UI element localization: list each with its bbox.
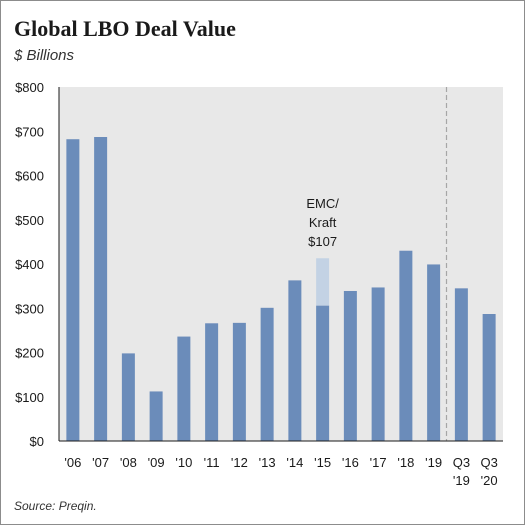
x-tick-label: Q3 [453, 455, 470, 470]
x-tick-label: '07 [92, 455, 109, 470]
bar [288, 280, 302, 441]
annotation-label: $107 [308, 234, 337, 249]
bar [316, 305, 330, 441]
bar-segment-emc-kraft [316, 258, 330, 306]
bar [94, 137, 108, 441]
bar [454, 288, 468, 441]
x-tick-label: '09 [148, 455, 165, 470]
x-tick-label: '18 [397, 455, 414, 470]
bar [343, 290, 357, 441]
annotation-label: Kraft [309, 215, 337, 230]
x-tick-label: '17 [370, 455, 387, 470]
bar [371, 287, 385, 441]
x-tick-label: '13 [259, 455, 276, 470]
y-tick-label: $200 [15, 346, 44, 361]
bar [232, 322, 246, 441]
x-tick-label: '06 [64, 455, 81, 470]
x-tick-label: '19 [453, 473, 470, 488]
bar [149, 391, 163, 441]
x-tick-label: '14 [286, 455, 303, 470]
x-tick-label: Q3 [480, 455, 497, 470]
bar [399, 250, 413, 441]
x-tick-label: '11 [204, 455, 220, 470]
x-tick-label: '12 [231, 455, 248, 470]
x-tick-label: '10 [175, 455, 192, 470]
y-tick-label: $400 [15, 257, 44, 272]
bar [205, 323, 219, 441]
x-tick-label: '19 [425, 455, 442, 470]
bar [177, 336, 191, 441]
y-tick-label: $300 [15, 301, 44, 316]
bar [482, 314, 496, 441]
bar [66, 139, 80, 441]
chart-subtitle: $ Billions [14, 47, 75, 64]
x-tick-label: '20 [481, 473, 498, 488]
bar [427, 264, 441, 441]
x-tick-label: '15 [314, 455, 331, 470]
y-tick-label: $0 [30, 434, 44, 449]
x-tick-label: '08 [120, 455, 137, 470]
y-tick-label: $100 [15, 390, 44, 405]
chart-title: Global LBO Deal Value [14, 16, 236, 41]
annotation-label: EMC/ [306, 196, 339, 211]
y-tick-label: $700 [15, 124, 44, 139]
source-note: Source: Preqin. [14, 499, 97, 513]
y-tick-label: $600 [15, 169, 44, 184]
bar [121, 353, 135, 441]
y-tick-label: $800 [15, 80, 44, 95]
y-tick-label: $500 [15, 213, 44, 228]
bar [260, 307, 274, 441]
x-tick-label: '16 [342, 455, 359, 470]
